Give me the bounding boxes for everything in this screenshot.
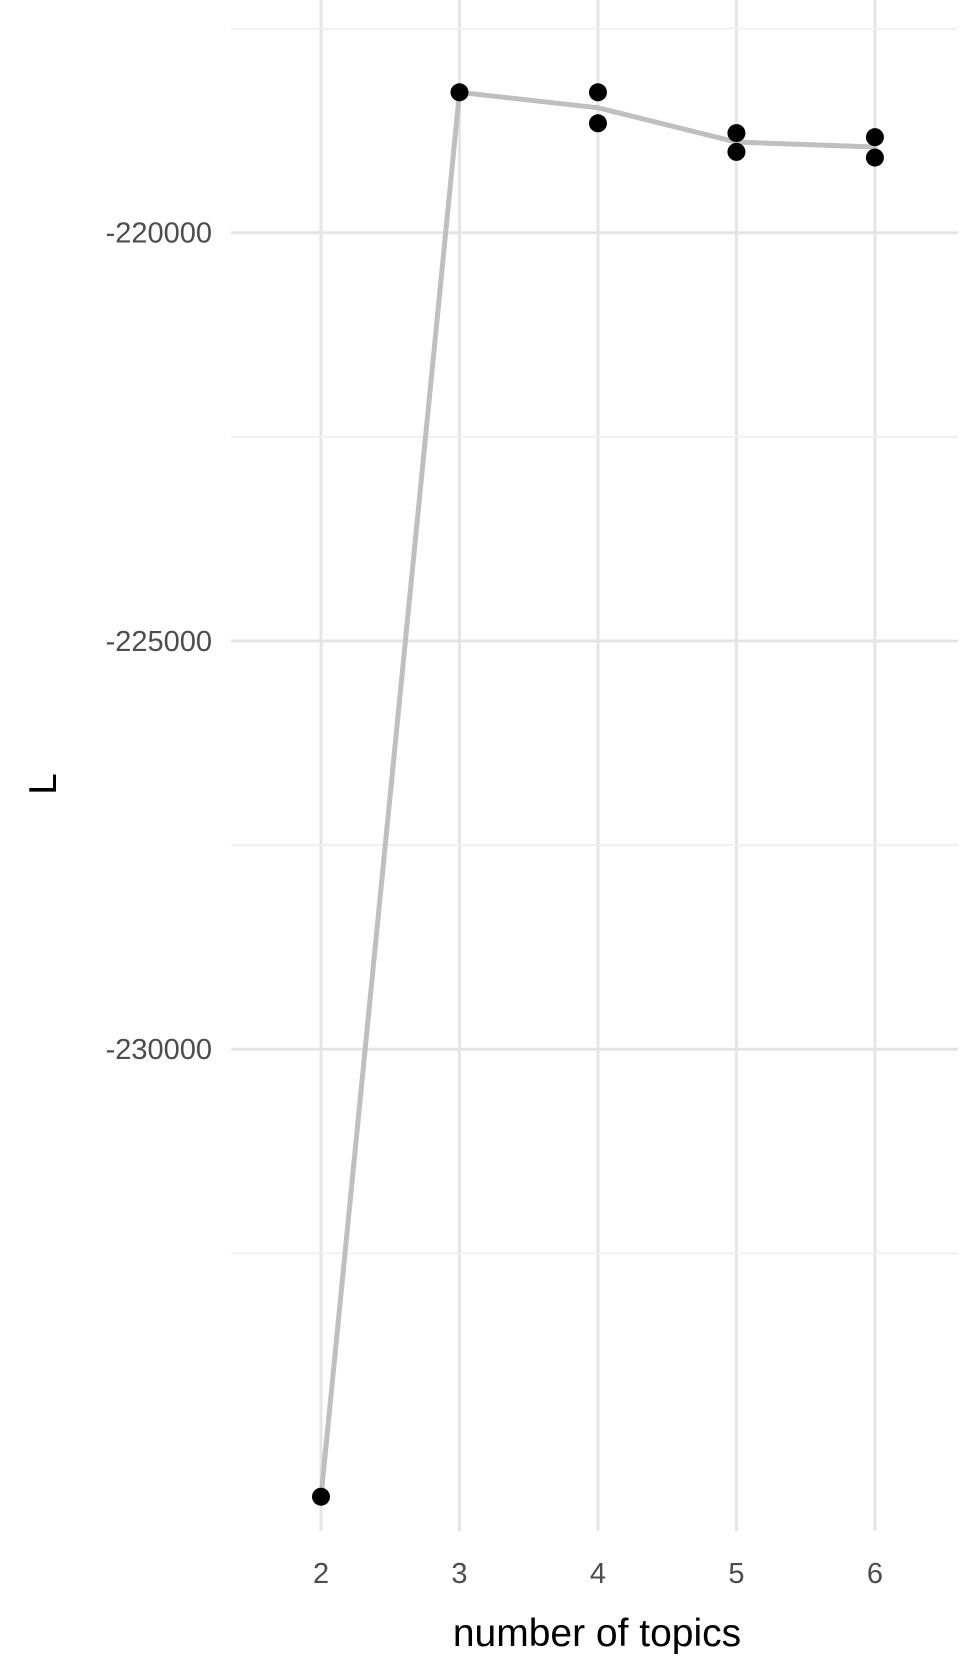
data-point — [865, 148, 884, 167]
points-layer — [312, 83, 884, 1506]
data-point — [588, 83, 607, 102]
y-tick-label: -230000 — [106, 1034, 212, 1066]
x-axis-title: number of topics — [453, 1612, 741, 1655]
mean-trend-line — [318, 89, 878, 1500]
data-point — [865, 128, 884, 147]
data-point — [588, 114, 607, 133]
x-tick-label: 4 — [590, 1558, 606, 1590]
x-tick-label: 5 — [728, 1558, 744, 1590]
data-point — [450, 83, 469, 102]
data-point — [727, 142, 746, 161]
grid — [231, 0, 958, 1531]
x-tick-label: 6 — [867, 1558, 883, 1590]
trend-line-layer — [318, 89, 878, 1500]
y-axis-ticks: -220000 -225000 -230000 — [106, 218, 212, 1067]
x-tick-label: 3 — [451, 1558, 467, 1590]
x-tick-label: 2 — [313, 1558, 329, 1590]
y-tick-label: -225000 — [106, 626, 212, 658]
y-tick-label: -220000 — [106, 218, 212, 250]
data-point — [312, 1487, 331, 1506]
x-axis-ticks: 2 3 4 5 6 — [313, 1558, 883, 1590]
y-axis-title: L — [22, 773, 65, 795]
data-point — [727, 124, 746, 143]
